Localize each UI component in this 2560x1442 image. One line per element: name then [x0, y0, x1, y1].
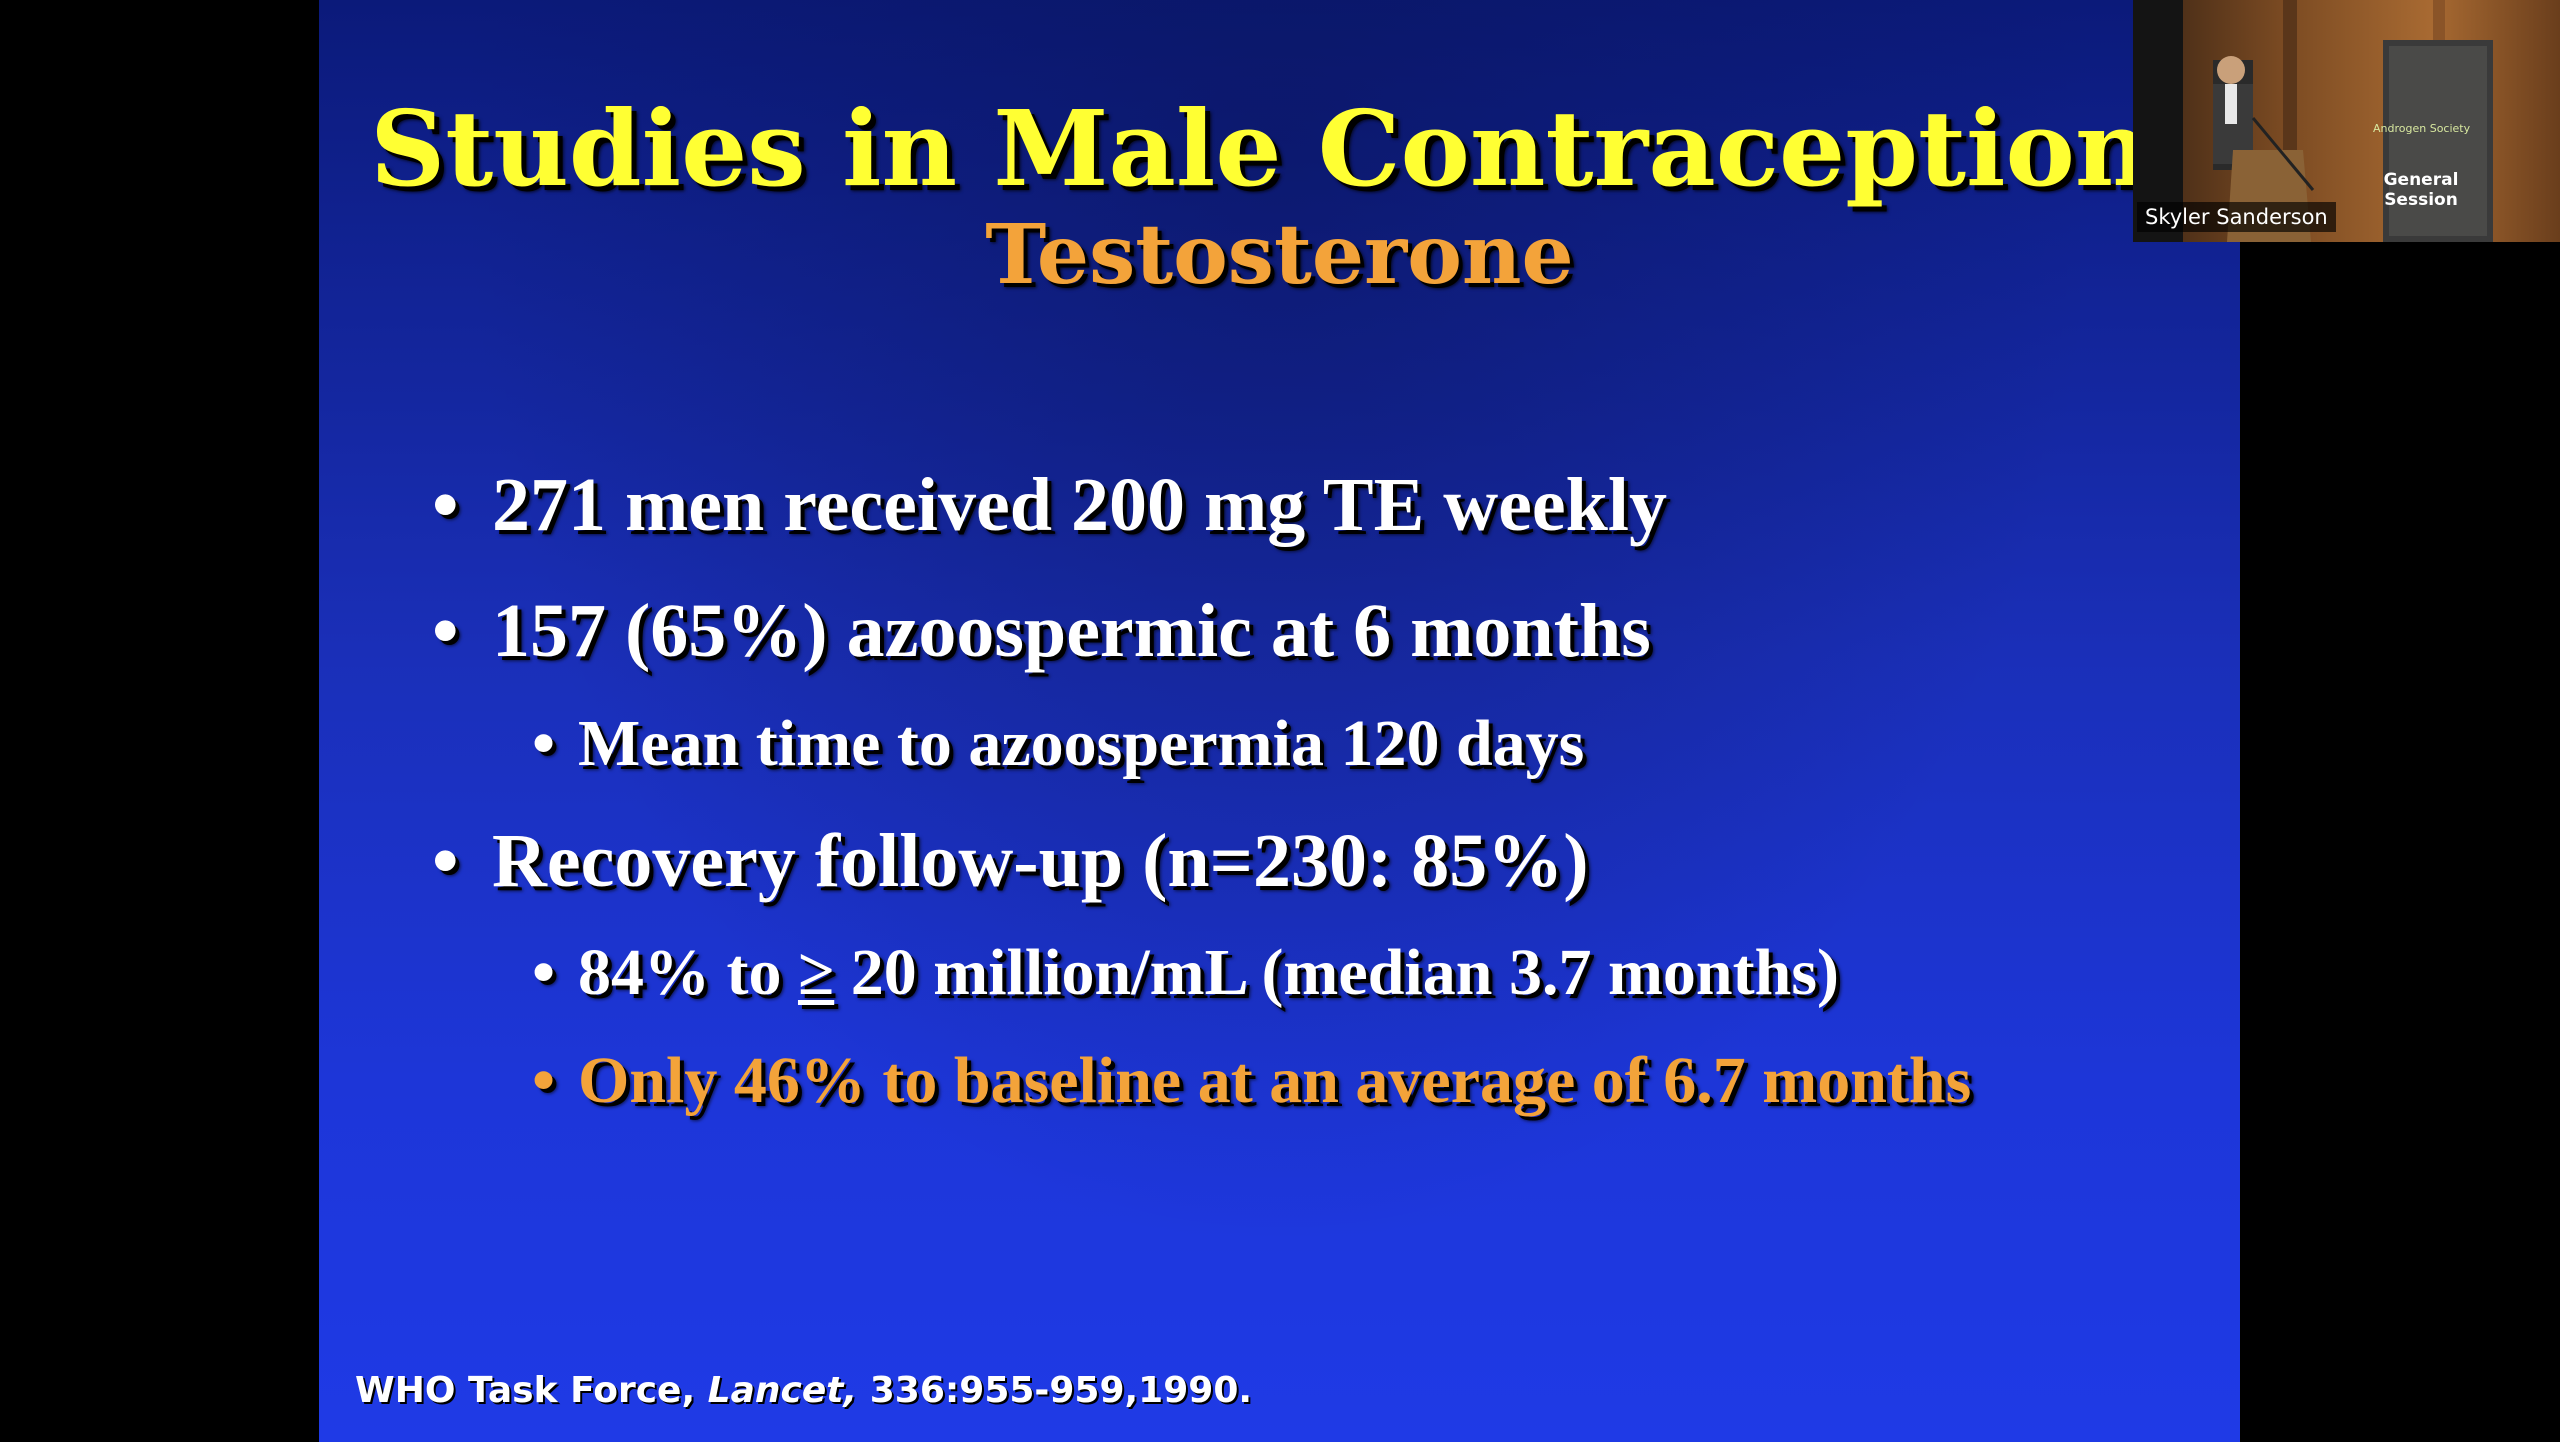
sub-bullet-item: • 84% to ≥ 20 million/mL (median 3.7 mont… [532, 935, 1839, 1011]
citation-journal: Lancet, [707, 1370, 858, 1411]
bullet-glyph: • [532, 707, 556, 780]
video-feed-image [2133, 0, 2560, 242]
bullet-glyph: • [532, 1044, 556, 1117]
bullet-glyph: • [432, 819, 459, 903]
bullet-glyph: • [432, 589, 459, 673]
shared-slide: Studies in Male Contraception: Testoster… [319, 0, 2240, 1442]
sub-bullet-item-highlight: • Only 46% to baseline at an average of 6… [532, 1043, 1971, 1119]
bullet-item: • Recovery follow-up (n=230: 85%) [432, 818, 1589, 905]
bullet-text: Mean time to azoospermia 120 days [578, 707, 1585, 780]
bullet-text: 157 (65%) azoospermic at 6 months [492, 589, 1651, 673]
slide-citation: WHO Task Force, Lancet, 336:955-959,1990… [355, 1370, 1252, 1411]
bullet-glyph: • [432, 463, 459, 547]
sub-bullet-item: • Mean time to azoospermia 120 days [532, 706, 1584, 782]
bullet-text-suffix: 20 million/mL (median 3.7 months) [834, 936, 1839, 1009]
bullet-item: • 271 men received 200 mg TE weekly [432, 462, 1667, 549]
slide-title: Studies in Male Contraception: [370, 87, 2189, 210]
participant-name-label: Skyler Sanderson [2137, 202, 2336, 232]
greater-equal-symbol: ≥ [797, 936, 835, 1009]
participant-video-tile[interactable]: Androgen Society General Session Skyler … [2133, 0, 2560, 242]
bullet-text: 271 men received 200 mg TE weekly [492, 463, 1668, 547]
banner-session-text: General Session [2383, 170, 2459, 211]
citation-suffix: 336:955-959,1990. [857, 1370, 1253, 1411]
citation-prefix: WHO Task Force, [355, 1370, 708, 1411]
bullet-text: Recovery follow-up (n=230: 85%) [492, 819, 1589, 903]
slide-subtitle: Testosterone [985, 207, 1574, 303]
bullet-text-prefix: 84% to [578, 936, 798, 1009]
bullet-list: • 271 men received 200 mg TE weekly • 157 … [319, 0, 2240, 1442]
banner-logo-text: Androgen Society [2373, 122, 2471, 135]
bullet-item: • 157 (65%) azoospermic at 6 months [432, 588, 1651, 675]
bullet-text: Only 46% to baseline at an average of 6.… [578, 1044, 1972, 1117]
bullet-glyph: • [532, 936, 556, 1009]
